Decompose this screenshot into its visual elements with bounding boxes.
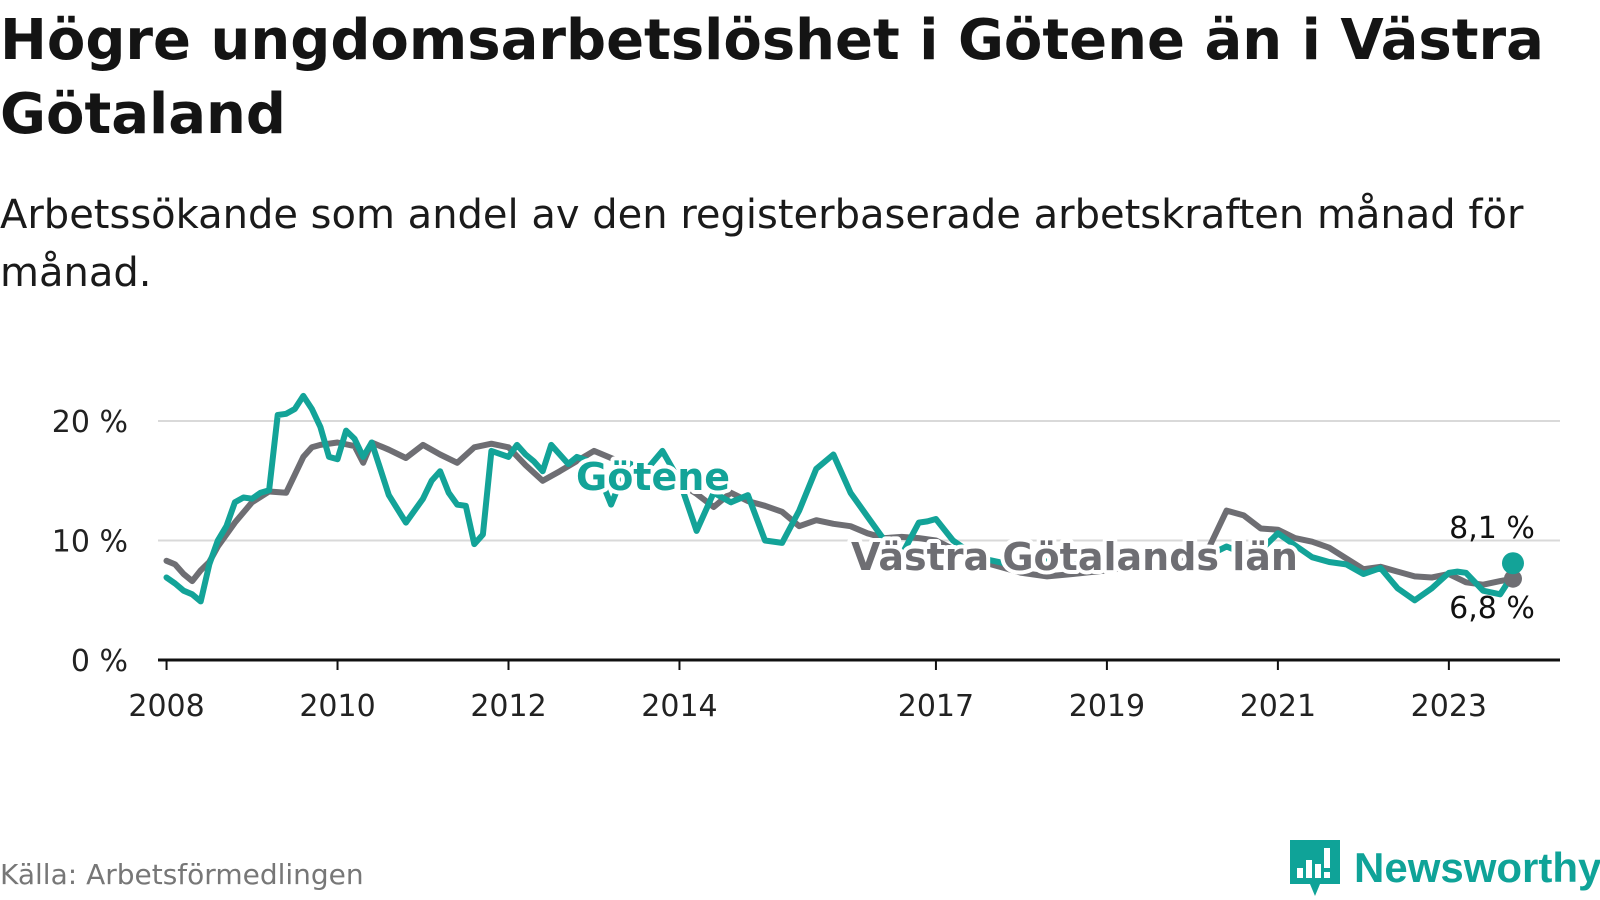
- series-lines: [163, 392, 1516, 605]
- x-tick-label: 2021: [1240, 689, 1316, 724]
- x-tick-label: 2014: [641, 689, 717, 724]
- chart-subtitle: Arbetssökande som andel av den registerb…: [0, 192, 1524, 296]
- end-point-vastra-gotaland: [1503, 569, 1522, 588]
- series-line-vastra-gotaland: [163, 439, 1516, 588]
- grid-layer: [158, 420, 1560, 542]
- x-tick-labels: 2008 2010 2012 2014 2017 2019 2021 2023: [128, 660, 1487, 724]
- end-value-vastra-gotaland: 6,8 %: [1449, 591, 1535, 626]
- end-point-gotene: [1501, 552, 1524, 575]
- x-tick-label: 2019: [1069, 689, 1145, 724]
- x-tick-label: 2008: [128, 689, 204, 724]
- x-tick-label: 2012: [470, 689, 546, 724]
- brand-name: Newsworthy: [1354, 844, 1600, 891]
- chart-title: Högre ungdomsarbetslöshet i Götene än i …: [0, 8, 1544, 147]
- end-markers: 8,1 % 6,8 %: [1449, 511, 1535, 626]
- y-tick-labels: 0 % 10 % 20 %: [52, 405, 128, 679]
- brand-logo: Newsworthy: [1288, 838, 1600, 898]
- y-tick-label: 10 %: [52, 525, 128, 560]
- newsworthy-logo-icon: [1290, 840, 1340, 896]
- source-note: Källa: Arbetsförmedlingen: [0, 858, 364, 891]
- x-tick-label: 2017: [898, 689, 974, 724]
- series-label-gotene: Götene: [576, 455, 730, 499]
- y-tick-label: 20 %: [52, 405, 128, 440]
- series-label-vastra-gotaland: Västra Götalands län: [851, 535, 1298, 579]
- x-tick-label: 2023: [1411, 689, 1487, 724]
- series-line-gotene: [163, 392, 1516, 605]
- x-tick-label: 2010: [299, 689, 375, 724]
- end-value-gotene: 8,1 %: [1449, 511, 1535, 546]
- y-tick-label: 0 %: [71, 644, 128, 679]
- series-labels: Götene Västra Götalands län: [572, 451, 1302, 583]
- line-chart: 0 % 10 % 20 % 2008 2010 2012 2014 2017 2019 2021…: [52, 392, 1560, 724]
